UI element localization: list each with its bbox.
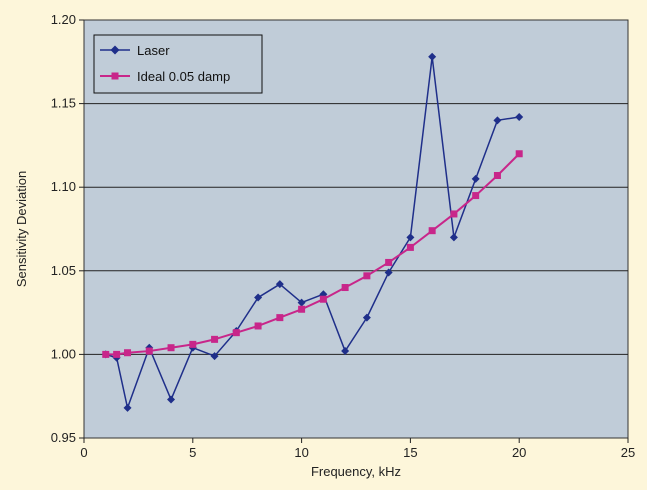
x-tick-label: 0 bbox=[80, 445, 87, 460]
legend-ideal-marker bbox=[111, 72, 119, 80]
ideal-data-point bbox=[515, 150, 523, 158]
laser-data-point bbox=[362, 313, 371, 322]
laser-data-point bbox=[493, 116, 502, 125]
laser-data-point bbox=[384, 268, 393, 277]
y-tick-label: 1.00 bbox=[51, 346, 76, 361]
y-axis-title: Sensitivity Deviation bbox=[14, 171, 29, 287]
ideal-data-point bbox=[363, 272, 371, 280]
x-tick-label: 20 bbox=[512, 445, 526, 460]
legend-laser-label: Laser bbox=[137, 43, 170, 58]
ideal-data-point bbox=[341, 284, 349, 292]
x-tick-label: 15 bbox=[403, 445, 417, 460]
ideal-data-point bbox=[472, 192, 480, 200]
y-tick-label: 0.95 bbox=[51, 430, 76, 445]
series-layer bbox=[101, 52, 524, 412]
grid-layer bbox=[84, 103, 628, 355]
ideal-data-point bbox=[319, 295, 327, 303]
ideal-data-point bbox=[189, 340, 197, 348]
axis-layer: 0.95 1.00 1.05 1.10 1.15 1.20 0 5 10 15 20 25 bbox=[51, 12, 636, 460]
laser-data-point bbox=[471, 174, 480, 183]
ideal-data-point bbox=[406, 243, 414, 251]
ideal-data-point bbox=[298, 305, 306, 313]
laser-data-point bbox=[297, 298, 306, 307]
ideal-data-point bbox=[450, 210, 458, 218]
laser-data-point bbox=[449, 233, 458, 242]
laser-data-point bbox=[428, 52, 437, 61]
laser-data-point bbox=[123, 403, 132, 412]
ideal-data-point bbox=[167, 344, 175, 352]
ideal-data-point bbox=[102, 350, 110, 358]
ideal-data-point bbox=[385, 258, 393, 266]
laser-data-point bbox=[341, 347, 350, 356]
y-tick-label: 1.20 bbox=[51, 12, 76, 27]
ideal-data-point bbox=[113, 350, 121, 358]
y-tick-label: 1.05 bbox=[51, 263, 76, 278]
y-tick-label: 1.10 bbox=[51, 179, 76, 194]
legend-ideal-label: Ideal 0.05 damp bbox=[137, 69, 230, 84]
x-axis-title: Frequency, kHz bbox=[311, 464, 401, 479]
laser-data-point bbox=[515, 112, 524, 121]
y-tick-label: 1.15 bbox=[51, 96, 76, 111]
legend-box bbox=[93, 34, 263, 94]
ideal-data-point bbox=[124, 349, 132, 357]
legend-laser-marker bbox=[110, 45, 120, 55]
laser-data-point bbox=[167, 395, 176, 404]
laser-data-point bbox=[406, 233, 415, 242]
ideal-data-point bbox=[428, 227, 436, 235]
ideal-data-point bbox=[276, 314, 284, 322]
legend: Laser Ideal 0.05 damp bbox=[93, 34, 263, 94]
laser-data-point bbox=[275, 280, 284, 289]
laser-data-point bbox=[254, 293, 263, 302]
ideal-data-point bbox=[211, 335, 219, 343]
laser-data-point bbox=[210, 352, 219, 361]
ideal-data-point bbox=[254, 322, 262, 330]
x-tick-label: 25 bbox=[621, 445, 635, 460]
ideal-data-point bbox=[145, 347, 153, 355]
x-tick-label: 10 bbox=[294, 445, 308, 460]
x-tick-label: 5 bbox=[189, 445, 196, 460]
ideal-data-point bbox=[232, 329, 240, 337]
ideal-data-point bbox=[493, 171, 501, 179]
